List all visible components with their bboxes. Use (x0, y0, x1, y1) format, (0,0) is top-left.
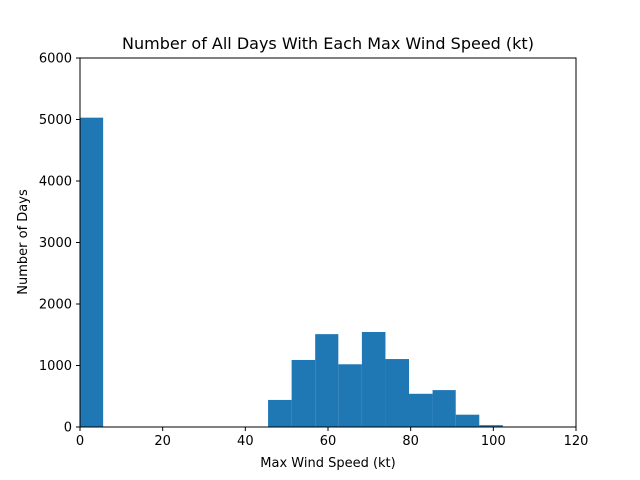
histogram-bar-6 (385, 359, 410, 427)
x-tick-label-6: 120 (564, 434, 589, 449)
histogram-bar-1 (268, 399, 292, 427)
x-tick-label-5: 100 (481, 434, 506, 449)
bars-group (80, 117, 503, 427)
histogram-bar-3 (315, 334, 339, 427)
histogram-bar-8 (432, 390, 456, 427)
histogram-bar-7 (409, 393, 433, 427)
x-tick-label-4: 80 (402, 434, 419, 449)
x-tick-label-0: 0 (76, 434, 84, 449)
y-tick-label-2: 2000 (39, 298, 72, 313)
y-tick-label-4: 4000 (39, 175, 72, 190)
x-tick-label-2: 40 (237, 434, 254, 449)
y-tick-label-6: 6000 (39, 52, 72, 67)
histogram-bar-4 (338, 364, 362, 427)
y-tick-label-5: 5000 (39, 113, 72, 128)
histogram-bar-9 (455, 414, 480, 427)
y-tick-label-3: 3000 (39, 236, 72, 251)
x-tick-label-1: 20 (154, 434, 171, 449)
x-axis-label: Max Wind Speed (kt) (260, 456, 395, 471)
histogram-bar-10 (479, 425, 503, 427)
y-axis-label: Number of Days (16, 189, 31, 295)
y-axis-ticks: 0 1000 2000 3000 4000 5000 6000 (39, 52, 80, 436)
y-tick-label-1: 1000 (39, 359, 72, 374)
histogram-bar-2 (291, 359, 316, 427)
chart-title: Number of All Days With Each Max Wind Sp… (122, 34, 534, 53)
x-axis-ticks: 0 20 40 60 80 100 120 (76, 427, 589, 449)
y-tick-label-0: 0 (64, 421, 72, 436)
x-tick-label-3: 60 (320, 434, 337, 449)
histogram-bar-0 (80, 117, 104, 427)
histogram-bar-5 (361, 331, 386, 427)
